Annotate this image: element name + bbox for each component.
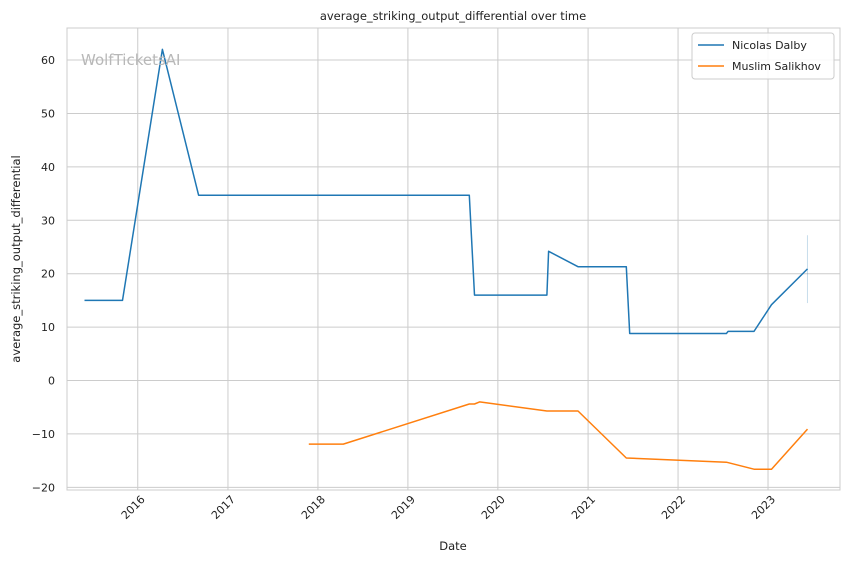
y-tick-label: 10 bbox=[41, 321, 55, 334]
y-tick-label: 40 bbox=[41, 161, 55, 174]
y-tick-label: −20 bbox=[32, 481, 55, 494]
series-line-nicolas-dalby bbox=[84, 48, 809, 335]
legend: Nicolas Dalby Muslim Salikhov bbox=[691, 32, 835, 80]
y-tick-label: 60 bbox=[41, 54, 55, 67]
chart-title: average_striking_output_differential ove… bbox=[320, 9, 586, 23]
y-tick-label: 50 bbox=[41, 107, 55, 120]
y-tick-label: 30 bbox=[41, 214, 55, 227]
legend-label-muslim-salikhov: Muslim Salikhov bbox=[732, 60, 821, 73]
x-axis-label: Date bbox=[439, 539, 467, 553]
y-tick-label: 20 bbox=[41, 268, 55, 281]
series-layer bbox=[84, 48, 809, 470]
plot-frame bbox=[66, 27, 841, 491]
y-tick-label: −10 bbox=[32, 428, 55, 441]
y-tick-label: 0 bbox=[48, 375, 55, 388]
legend-box bbox=[691, 32, 835, 80]
series-line-muslim-salikhov bbox=[308, 401, 809, 470]
watermark: WolfTicketsAI bbox=[81, 51, 180, 69]
legend-label-nicolas-dalby: Nicolas Dalby bbox=[732, 39, 807, 52]
grid-lines bbox=[67, 28, 840, 490]
y-axis-label: average_striking_output_differential bbox=[9, 155, 23, 362]
